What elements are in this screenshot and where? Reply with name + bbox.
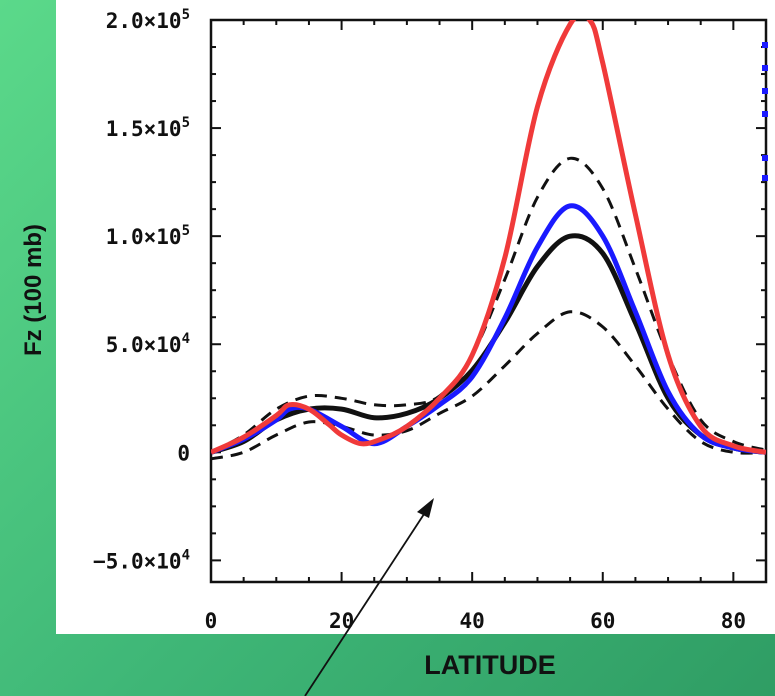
x-axis-label: LATITUDE	[424, 650, 556, 680]
y-tick-label: 1.0×105	[106, 223, 190, 249]
series-line-3	[211, 233, 766, 455]
series-line-2	[211, 310, 766, 461]
y-tick-label: 2.0×105	[106, 7, 190, 33]
legend-swatch-mark	[762, 65, 768, 71]
legend-swatch-mark	[762, 111, 768, 117]
legend-swatch-mark	[762, 175, 768, 181]
y-tick-label: 0	[177, 441, 190, 465]
x-tick-label: 60	[590, 609, 615, 633]
x-tick-label: 80	[721, 609, 746, 633]
x-tick-label: 0	[205, 609, 218, 633]
annotation-arrow-head	[417, 498, 434, 518]
plot-frame	[209, 18, 768, 584]
legend-swatch-mark	[762, 42, 768, 48]
series-line-5	[211, 20, 766, 455]
series-line-4	[211, 203, 766, 455]
y-tick-label: −5.0×104	[93, 547, 190, 573]
legend-swatch-mark	[762, 88, 768, 94]
legend-swatch-mark	[762, 155, 768, 161]
y-tick-label: 5.0×104	[106, 331, 190, 357]
annotation-arrow-line	[304, 507, 429, 696]
y-tick-label: 1.5×105	[106, 115, 190, 141]
x-tick-label: 20	[329, 609, 354, 633]
x-tick-label: 40	[460, 609, 485, 633]
